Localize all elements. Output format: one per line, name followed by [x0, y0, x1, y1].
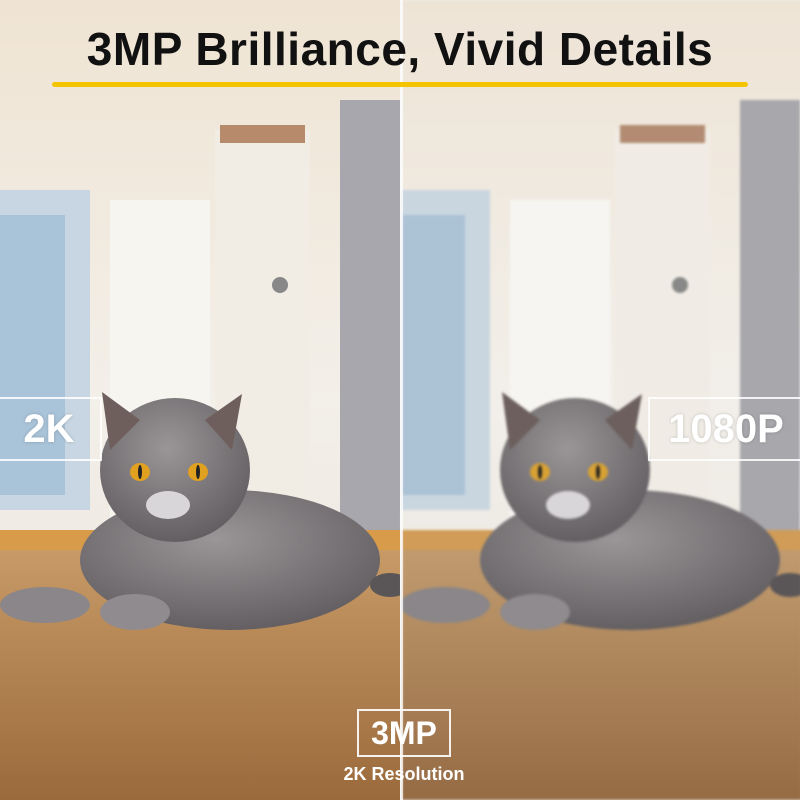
resolution-badge: 3MP [357, 709, 451, 757]
headline: 3MP Brilliance, Vivid Details [86, 23, 714, 75]
headline-underline [52, 82, 748, 87]
comparison-divider [400, 0, 403, 800]
label-2k: 2K [0, 397, 102, 461]
resolution-subtitle: 2K Resolution [343, 764, 465, 784]
label-1080p: 1080P [648, 397, 800, 461]
